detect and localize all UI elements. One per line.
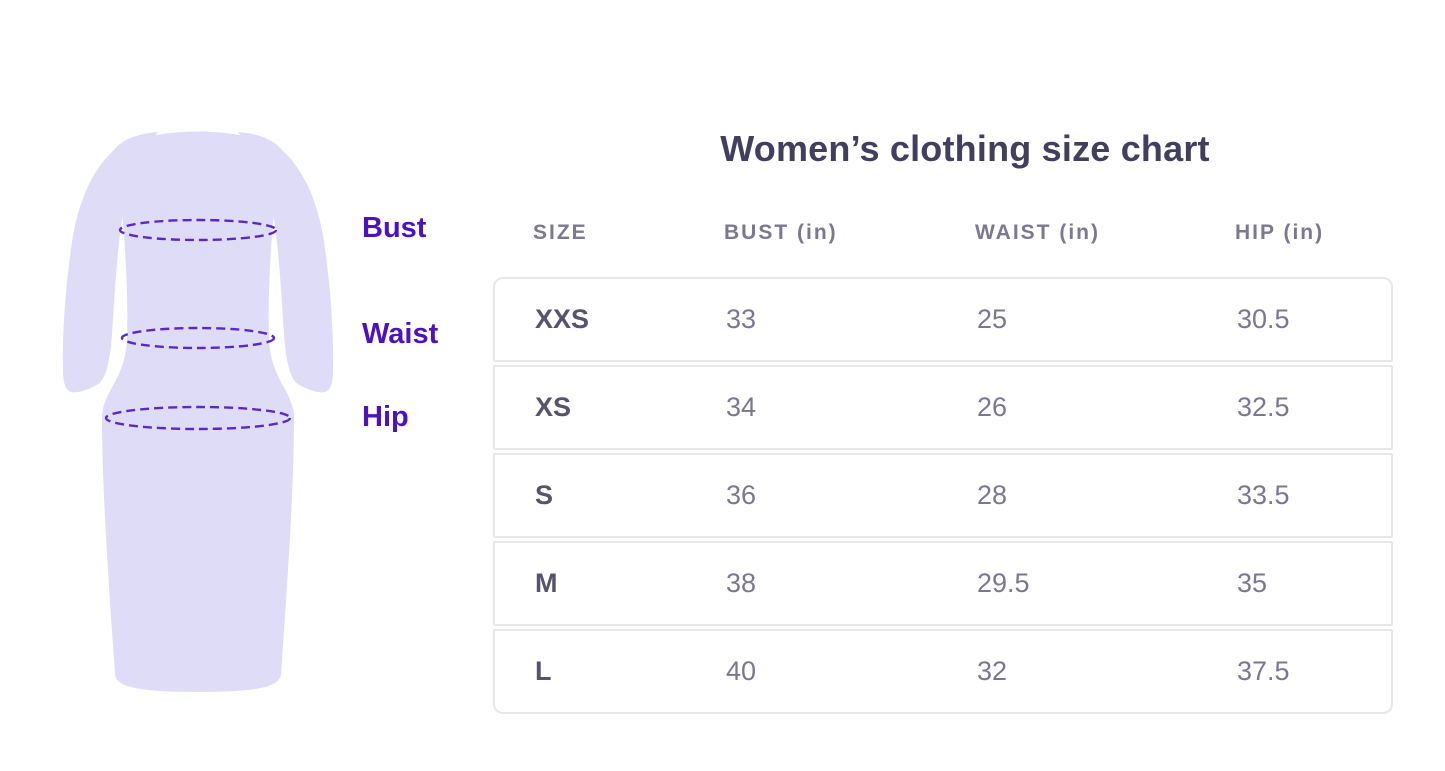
waist-measure-line xyxy=(120,326,276,350)
size-table-body: XXS 33 25 30.5 XS 34 26 32.5 S 36 28 33.… xyxy=(493,277,1393,714)
bust-cell: 36 xyxy=(726,480,757,510)
waist-label: Waist xyxy=(362,318,439,350)
column-header-hip: HIP (in) xyxy=(1235,221,1325,244)
bust-cell: 33 xyxy=(726,304,757,334)
bust-cell: 40 xyxy=(726,656,757,686)
bust-measure-line xyxy=(118,218,278,242)
column-header-waist: WAIST (in) xyxy=(975,221,1100,244)
bust-cell: 34 xyxy=(726,392,757,422)
hip-cell: 33.5 xyxy=(1237,480,1290,510)
waist-cell: 32 xyxy=(977,656,1008,686)
dress-body-shape xyxy=(102,131,294,692)
hip-cell: 32.5 xyxy=(1237,392,1290,422)
size-table-row: XS 34 26 32.5 xyxy=(493,365,1393,450)
size-cell: M xyxy=(535,568,558,598)
bust-label: Bust xyxy=(362,212,427,244)
size-table-header: SIZE BUST (in) WAIST (in) HIP (in) xyxy=(493,214,1393,252)
column-header-bust: BUST (in) xyxy=(724,221,838,244)
size-cell: L xyxy=(535,656,552,686)
waist-cell: 25 xyxy=(977,304,1008,334)
page-title: Women’s clothing size chart xyxy=(720,128,1210,170)
dress-left-sleeve-shape xyxy=(62,132,158,393)
hip-cell: 37.5 xyxy=(1237,656,1290,686)
waist-cell: 28 xyxy=(977,480,1008,510)
hip-cell: 30.5 xyxy=(1237,304,1290,334)
size-cell: XS xyxy=(535,392,572,422)
size-cell: S xyxy=(535,480,554,510)
size-table-row: S 36 28 33.5 xyxy=(493,453,1393,538)
dress-illustration xyxy=(58,118,338,698)
size-table-row: XXS 33 25 30.5 xyxy=(493,277,1393,362)
size-table-row: L 40 32 37.5 xyxy=(493,629,1393,714)
hip-cell: 35 xyxy=(1237,568,1268,598)
hip-label: Hip xyxy=(362,401,409,433)
column-header-size: SIZE xyxy=(533,221,588,244)
size-table-row: M 38 29.5 35 xyxy=(493,541,1393,626)
waist-cell: 29.5 xyxy=(977,568,1030,598)
bust-cell: 38 xyxy=(726,568,757,598)
dress-silhouette-icon xyxy=(62,131,334,692)
waist-cell: 26 xyxy=(977,392,1008,422)
dress-right-sleeve-shape xyxy=(238,132,334,393)
size-cell: XXS xyxy=(535,304,590,334)
hip-measure-line xyxy=(104,405,292,431)
